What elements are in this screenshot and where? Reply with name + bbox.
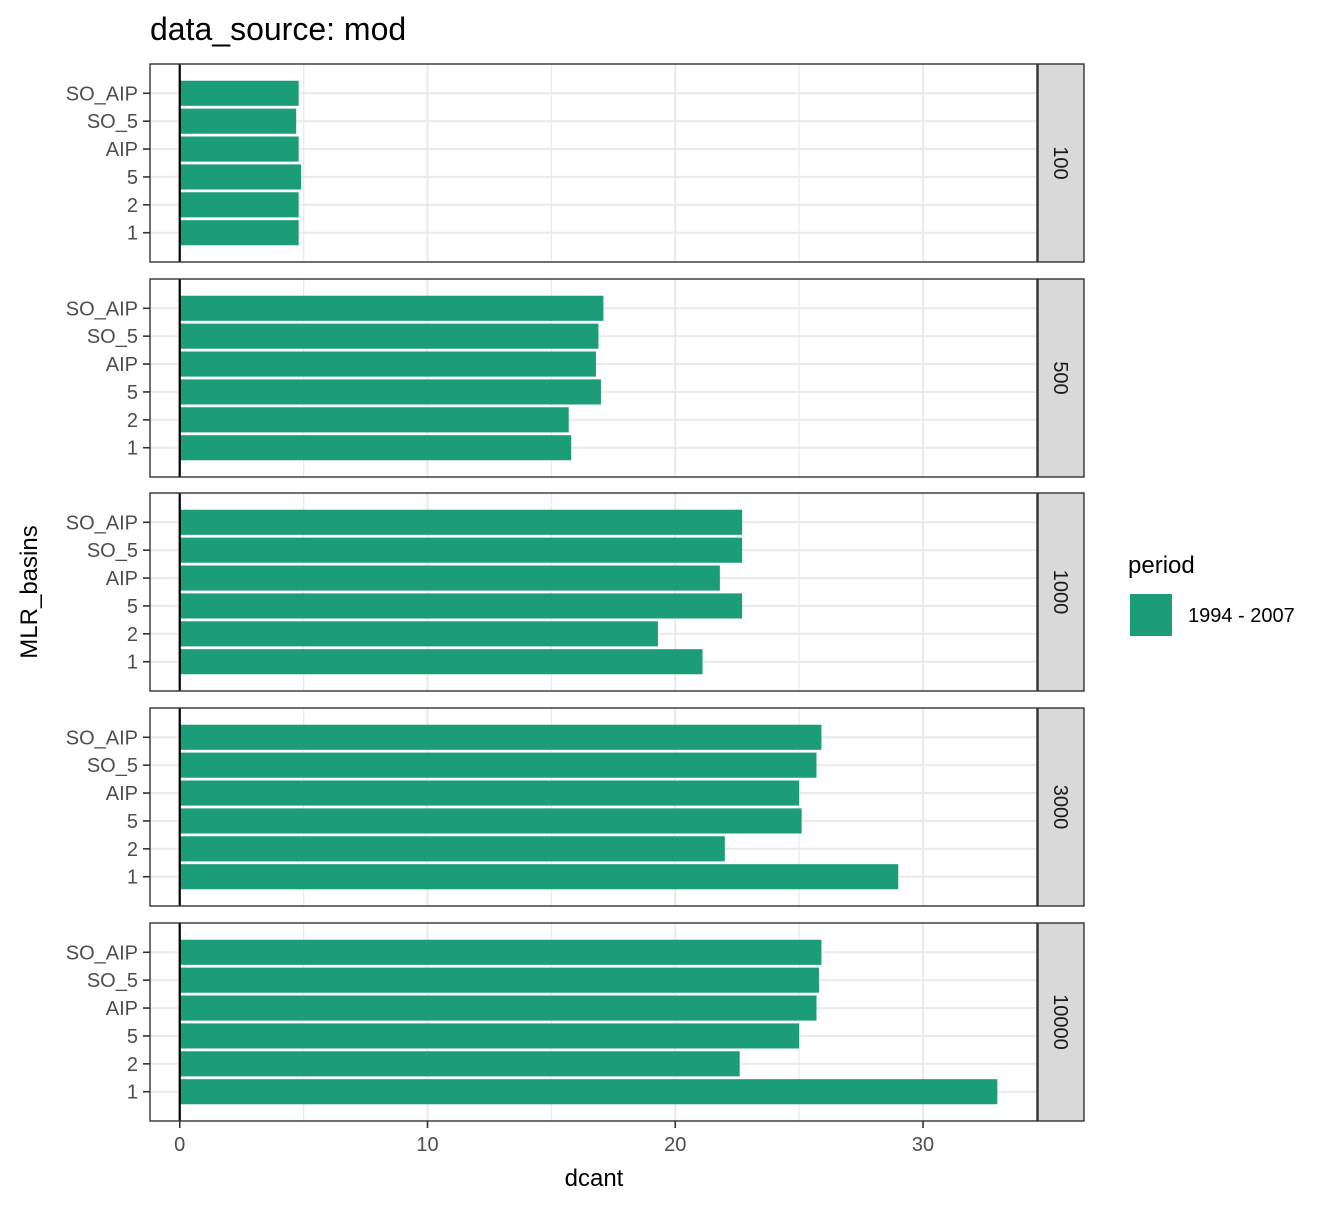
y-tick-label: AIP	[106, 783, 138, 805]
panel-border	[149, 278, 1038, 478]
facet-strip	[1037, 492, 1085, 692]
y-tick-label: 2	[127, 195, 138, 217]
y-tick-label: 1	[127, 1082, 138, 1104]
facet-panels: 1 2 5 AIP SO_5 SO_AIP 100 1 2 5 AIP SO_5 SO_AIP 500 1 2…	[66, 63, 1085, 1122]
facet-strip	[1037, 63, 1085, 263]
y-tick-label: SO_AIP	[66, 298, 138, 320]
facet-panel-100: 1 2 5 AIP SO_5 SO_AIP 100	[66, 63, 1085, 263]
bar-500-SO_AIP	[179, 295, 604, 321]
facet-strip	[1037, 922, 1085, 1122]
y-tick-label: AIP	[106, 998, 138, 1020]
facet-panel-3000: 1 2 5 AIP SO_5 SO_AIP 3000	[66, 707, 1085, 907]
y-tick-label: SO_5	[87, 111, 138, 133]
bar-100-SO_5	[179, 108, 297, 134]
y-tick-label: SO_AIP	[66, 727, 138, 749]
y-tick-label: 5	[127, 811, 138, 833]
legend-key-swatch	[1130, 594, 1172, 636]
y-tick-label: 1	[127, 652, 138, 674]
bar-10000-AIP	[179, 995, 817, 1021]
bar-100-1	[179, 220, 299, 246]
legend-label: 1994 - 2007	[1188, 605, 1295, 627]
facet-strip	[1037, 707, 1085, 907]
panel-border	[149, 63, 1038, 263]
panel-border	[149, 707, 1038, 907]
facet-panel-10000: 1 2 5 AIP SO_5 SO_AIP 10000	[66, 922, 1085, 1122]
y-tick-label: SO_5	[87, 755, 138, 777]
y-tick-label: 5	[127, 596, 138, 618]
x-tick-label: 30	[912, 1134, 934, 1156]
y-tick-label: SO_AIP	[66, 942, 138, 964]
y-tick-label: SO_5	[87, 540, 138, 562]
bar-1000-SO_5	[179, 537, 743, 563]
y-tick-label: SO_5	[87, 326, 138, 348]
bar-100-5	[179, 164, 302, 190]
bar-10000-SO_5	[179, 967, 819, 993]
facet-strip-label: 10000	[1049, 994, 1071, 1050]
facet-strip-label: 3000	[1049, 785, 1071, 830]
bar-3000-SO_AIP	[179, 724, 822, 750]
facet-strip-label: 100	[1049, 146, 1071, 179]
facet-panel-1000: 1 2 5 AIP SO_5 SO_AIP 1000	[66, 492, 1085, 692]
y-tick-label: 2	[127, 1054, 138, 1076]
facet-strip	[1037, 278, 1085, 478]
bar-3000-2	[179, 836, 725, 862]
bar-10000-1	[179, 1079, 998, 1105]
y-tick-label: AIP	[106, 139, 138, 161]
x-tick-label: 20	[664, 1134, 686, 1156]
x-axis-title: dcant	[565, 1165, 624, 1192]
facet-strip-label: 1000	[1049, 570, 1071, 615]
bar-3000-SO_5	[179, 752, 817, 778]
bar-3000-1	[179, 864, 899, 890]
y-tick-label: 5	[127, 382, 138, 404]
bar-500-AIP	[179, 351, 596, 377]
y-tick-label: 2	[127, 839, 138, 861]
x-tick-label: 10	[416, 1134, 438, 1156]
bar-1000-2	[179, 621, 658, 647]
y-tick-label: SO_AIP	[66, 512, 138, 534]
bar-500-1	[179, 435, 572, 461]
facet-panel-500: 1 2 5 AIP SO_5 SO_AIP 500	[66, 278, 1085, 478]
bar-1000-AIP	[179, 565, 720, 591]
bar-10000-2	[179, 1051, 740, 1077]
y-tick-label: SO_5	[87, 970, 138, 992]
x-axis: 0 10 20 30	[174, 1121, 934, 1156]
y-tick-label: AIP	[106, 354, 138, 376]
y-tick-label: AIP	[106, 568, 138, 590]
y-tick-label: SO_AIP	[66, 83, 138, 105]
bar-3000-AIP	[179, 780, 800, 806]
bar-1000-SO_AIP	[179, 509, 743, 535]
bar-10000-SO_AIP	[179, 939, 822, 965]
bar-500-SO_5	[179, 323, 599, 349]
panel-border	[149, 922, 1038, 1122]
bar-100-SO_AIP	[179, 80, 299, 106]
bar-100-AIP	[179, 136, 299, 162]
plot-title: data_source: mod	[150, 11, 406, 47]
x-tick-label: 0	[174, 1134, 185, 1156]
y-tick-label: 2	[127, 410, 138, 432]
panel-border	[149, 492, 1038, 692]
bar-500-2	[179, 407, 569, 433]
bar-100-2	[179, 192, 299, 218]
y-tick-label: 5	[127, 1026, 138, 1048]
y-tick-label: 1	[127, 867, 138, 889]
y-tick-label: 2	[127, 624, 138, 646]
legend: period 1994 - 2007	[1128, 552, 1295, 636]
y-axis-title: MLR_basins	[16, 525, 43, 658]
y-tick-label: 5	[127, 167, 138, 189]
bar-10000-5	[179, 1023, 800, 1049]
bar-3000-5	[179, 808, 802, 834]
y-tick-label: 1	[127, 438, 138, 460]
legend-title: period	[1128, 552, 1195, 579]
y-tick-label: 1	[127, 223, 138, 245]
bar-1000-1	[179, 649, 703, 675]
bar-1000-5	[179, 593, 743, 619]
bar-500-5	[179, 379, 601, 405]
facet-strip-label: 500	[1049, 361, 1071, 394]
